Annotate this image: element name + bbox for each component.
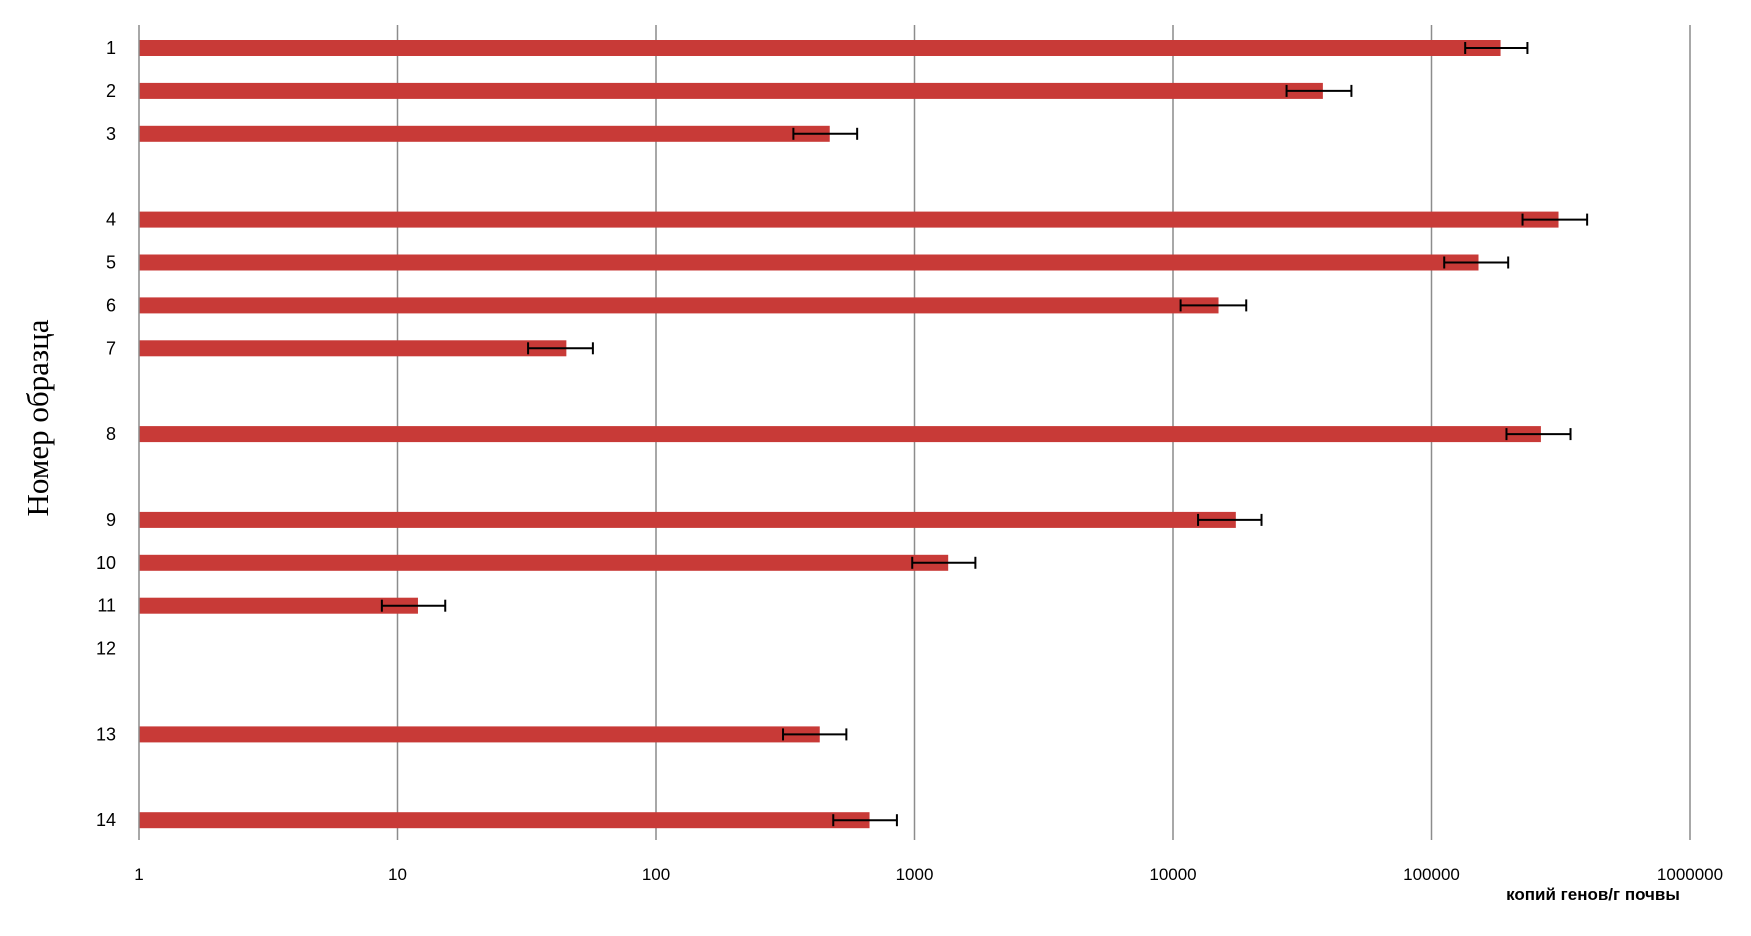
error-bars xyxy=(380,42,1589,827)
x-tick-label: 1000000 xyxy=(1657,865,1723,884)
x-axis-label: копий генов/г почвы xyxy=(1506,885,1680,904)
labels: 1 10 100 1000 10000 100000 1000000123456789101… xyxy=(96,38,1723,884)
y-tick-label: 14 xyxy=(96,810,116,830)
x-tick-label: 100000 xyxy=(1403,865,1460,884)
x-tick-label: 10000 xyxy=(1149,865,1196,884)
y-tick-label: 7 xyxy=(106,338,116,358)
y-tick-label: 4 xyxy=(106,210,116,230)
x-tick-label: 1 xyxy=(134,865,143,884)
x-tick-label: 100 xyxy=(642,865,670,884)
y-tick-label: 6 xyxy=(106,295,116,315)
bar-sample-5 xyxy=(139,254,1479,271)
bar-sample-14 xyxy=(139,812,870,829)
y-axis-label: Номер образца xyxy=(20,319,55,516)
bar-sample-11 xyxy=(139,597,418,614)
bar-sample-2 xyxy=(139,82,1323,99)
bar-sample-6 xyxy=(139,297,1219,314)
bar-sample-8 xyxy=(139,426,1541,443)
x-tick-label: 1000 xyxy=(896,865,934,884)
bar-sample-1 xyxy=(139,40,1501,56)
bar-sample-13 xyxy=(139,726,820,743)
y-tick-label: 9 xyxy=(106,510,116,530)
y-tick-label: 3 xyxy=(106,124,116,144)
y-tick-label: 8 xyxy=(106,424,116,444)
bar-sample-3 xyxy=(139,125,830,142)
bars xyxy=(139,40,1559,829)
y-tick-label: 2 xyxy=(106,81,116,101)
y-tick-label: 11 xyxy=(97,596,116,616)
bar-sample-9 xyxy=(139,511,1236,528)
bar-sample-10 xyxy=(139,554,949,571)
y-tick-label: 1 xyxy=(106,38,116,58)
y-tick-label: 13 xyxy=(96,724,116,744)
y-tick-label: 12 xyxy=(96,639,116,659)
x-tick-label: 10 xyxy=(388,865,407,884)
bar-sample-4 xyxy=(139,211,1559,228)
bar-sample-7 xyxy=(139,340,567,357)
y-tick-label: 10 xyxy=(96,553,116,573)
y-tick-label: 5 xyxy=(106,253,116,273)
